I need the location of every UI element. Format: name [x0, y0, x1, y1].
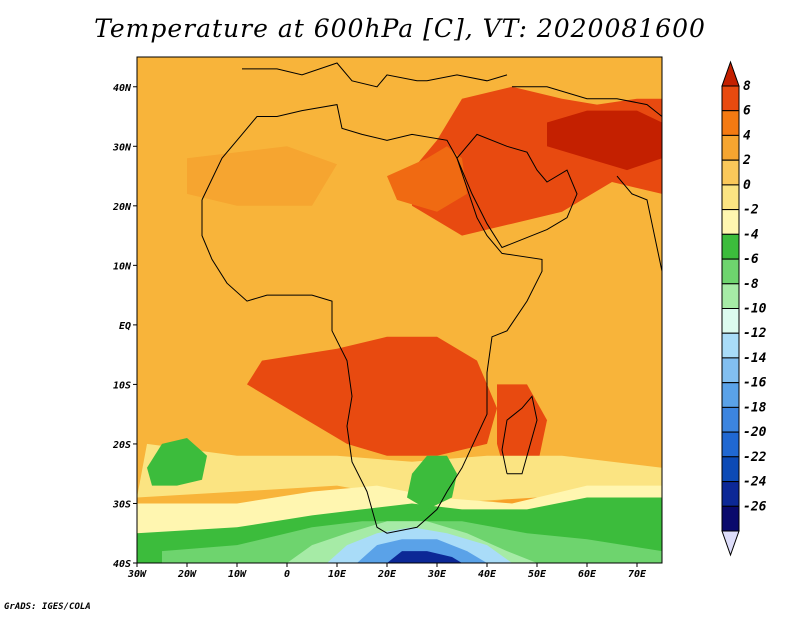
colorbar-box — [721, 184, 740, 211]
x-tick-label: 20W — [177, 569, 197, 580]
region-southatlantic-green-blob — [147, 438, 207, 486]
colorbar-box — [721, 233, 740, 260]
colorbar: 8 6 4 2 0 -2 -4 -6 -8 -10 -12 -14 -16 -18 -20 -22 -24 -26 — [721, 60, 767, 557]
coast-india-west — [616, 175, 662, 272]
colorbar-label: 6 — [743, 104, 751, 119]
x-tick-label: 30E — [427, 569, 447, 580]
credit-label: GrADS: IGES/COLA — [4, 602, 91, 612]
colorbar-box — [721, 382, 740, 408]
colorbar-label: -12 — [743, 326, 767, 341]
colorbar-bottom-triangle — [721, 530, 740, 557]
y-tick-label: 40N — [113, 83, 132, 94]
colorbar-box — [721, 283, 740, 309]
colorbar-box — [721, 209, 740, 235]
colorbar-label: 2 — [742, 153, 751, 168]
colorbar-box — [721, 456, 740, 482]
x-tick-label: 70E — [628, 569, 647, 580]
colorbar-label: 8 — [743, 79, 751, 94]
y-tick-label: 40S — [113, 559, 131, 570]
colorbar-label: 0 — [743, 178, 751, 193]
region-south-deepblue — [387, 551, 462, 563]
colorbar-box — [721, 134, 740, 161]
y-tick-label: EQ — [119, 321, 131, 332]
y-tick-label: 10N — [113, 261, 132, 272]
x-tick-label: 30W — [127, 569, 147, 580]
colorbar-label: 4 — [743, 128, 751, 143]
colorbar-label: -26 — [743, 499, 767, 514]
x-tick-label: 40E — [478, 569, 497, 580]
colorbar-label: -10 — [743, 302, 767, 317]
colorbar-box — [721, 110, 740, 136]
colorbar-box — [721, 481, 740, 507]
colorbar-box — [721, 258, 740, 285]
coast-iran-asia — [512, 57, 662, 118]
coast-madagascar — [501, 395, 538, 475]
y-tick-label: 20S — [112, 440, 131, 451]
map-title: Temperature at 600hPa [C], VT: 202008160… — [94, 14, 706, 43]
colorbar-box — [721, 406, 740, 433]
x-tick-label: 60E — [578, 569, 597, 580]
region-sahara-warm — [387, 146, 467, 212]
colorbar-label: -16 — [743, 376, 767, 391]
x-tick-label: 0 — [284, 569, 290, 580]
y-tick-label: 30S — [112, 499, 131, 510]
colorbar-box — [721, 332, 740, 359]
x-tick-label: 10W — [228, 569, 247, 580]
colorbar-label: -22 — [743, 450, 767, 465]
axis-labels: 30W 20W 10W 0 10E 20E 30E 40E 50E 60E 70E 40N 30N 20N… — [112, 83, 647, 580]
y-tick-label: 30N — [112, 142, 132, 153]
coast-europe-south — [242, 62, 508, 88]
colorbar-label: -4 — [743, 227, 759, 242]
colorbar-box — [721, 159, 740, 186]
colorbar-box — [721, 431, 740, 458]
colorbar-label: -18 — [743, 400, 767, 415]
colorbar-label: -14 — [743, 351, 767, 366]
y-tick-label: 10S — [113, 380, 131, 391]
region-west-africa-warm — [187, 146, 337, 206]
x-tick-label: 10E — [328, 569, 347, 580]
colorbar-label: -20 — [743, 425, 767, 440]
colorbar-box — [721, 505, 740, 532]
colorbar-top-triangle — [721, 60, 740, 87]
region-northeast-core — [547, 110, 662, 171]
y-tick-label: 20N — [112, 202, 132, 213]
coast-africa-coast — [201, 104, 543, 534]
colorbar-label: -2 — [743, 203, 759, 218]
coast-arabia — [456, 133, 578, 249]
colorbar-label: -8 — [743, 277, 759, 292]
colorbar-box — [721, 308, 740, 334]
plot-frame — [136, 56, 663, 564]
colorbar-label: -24 — [743, 475, 767, 490]
region-south-central-hot — [247, 336, 497, 456]
region-southern-mild — [137, 443, 662, 504]
plot-area — [137, 57, 662, 563]
colorbar-label: -6 — [743, 252, 759, 267]
x-tick-label: 20E — [377, 569, 397, 580]
colorbar-box — [721, 357, 740, 384]
colorbar-box — [721, 85, 740, 112]
x-tick-label: 50E — [528, 569, 547, 580]
